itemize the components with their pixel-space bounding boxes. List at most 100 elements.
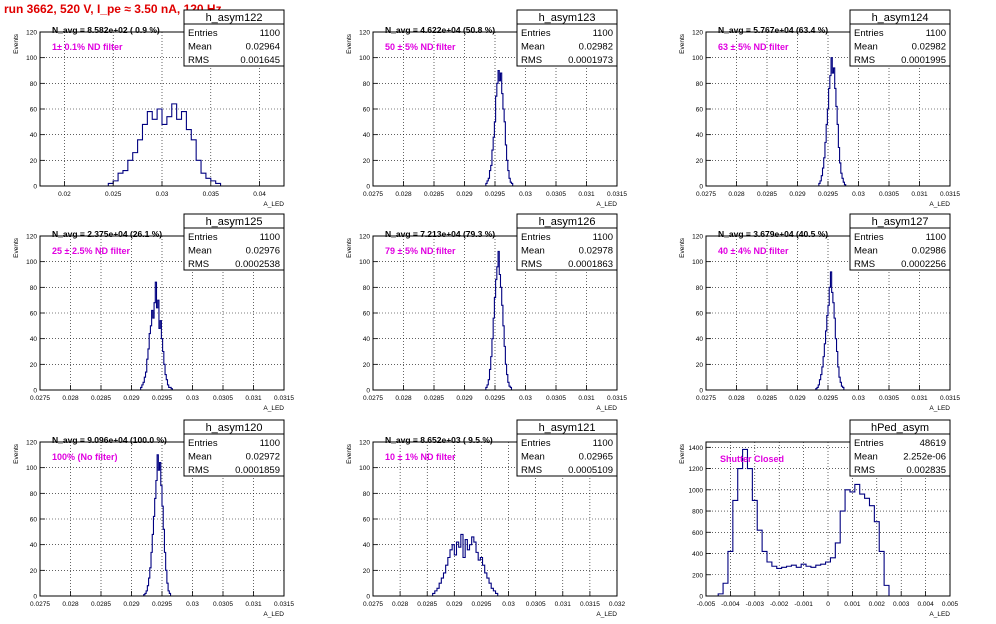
- stats-entries-value: 1100: [926, 232, 946, 243]
- y-tick-label: 80: [696, 285, 704, 292]
- x-tick-label: 0.02: [58, 191, 71, 198]
- stats-rms-value: 0.0001859: [235, 465, 280, 476]
- stats-label: Mean: [521, 246, 545, 257]
- stats-box: [849, 9, 951, 67]
- x-tick-label: 0.035: [203, 191, 220, 198]
- x-tick-label: 0.0275: [30, 601, 50, 608]
- x-tick-label: 0.0315: [274, 395, 294, 402]
- stats-rms-value: 0.0001863: [568, 259, 613, 270]
- navg-label: N_avg = 7.213e+04 (79.3 %): [385, 229, 495, 239]
- y-tick-label: 100: [26, 465, 37, 472]
- y-tick-label: 400: [692, 551, 703, 558]
- y-tick-label: 1000: [689, 487, 704, 494]
- histogram-name: h_asym124: [872, 12, 929, 24]
- x-tick-label: 0.029: [123, 395, 140, 402]
- stats-label: Mean: [188, 246, 212, 257]
- x-tick-label: 0.0295: [471, 601, 491, 608]
- histogram-line: [485, 250, 513, 390]
- x-tick-label: 0.0285: [757, 191, 777, 198]
- x-tick-label: -0.003: [746, 601, 765, 608]
- x-tick-label: 0.031: [578, 191, 595, 198]
- x-axis-label: A_LED: [929, 405, 950, 412]
- y-tick-label: 20: [363, 362, 371, 369]
- x-tick-label: 0.0275: [30, 395, 50, 402]
- y-tick-label: 1400: [689, 445, 704, 452]
- x-tick-label: 0.0285: [757, 395, 777, 402]
- histogram-line: [818, 57, 847, 186]
- y-tick-label: 80: [30, 81, 38, 88]
- y-tick-label: 60: [363, 107, 371, 114]
- x-tick-label: -0.005: [697, 601, 716, 608]
- histogram-line: [107, 103, 222, 186]
- histogram-panel-h_asym121: 0.0275 0.028 0.0285 0.029 0.0295 0.03 0.0305 0.…: [346, 419, 626, 618]
- x-tick-label: 0.032: [609, 601, 626, 608]
- x-tick-label: 0.0285: [91, 395, 111, 402]
- stats-box: [183, 419, 285, 477]
- x-tick-label: 0.029: [789, 191, 806, 198]
- x-axis-label: A_LED: [596, 611, 617, 618]
- y-tick-label: 20: [30, 568, 38, 575]
- y-axis-label: Events: [13, 443, 20, 464]
- x-tick-label: 0.031: [911, 191, 928, 198]
- x-tick-label: -0.001: [794, 601, 813, 608]
- y-tick-label: 20: [30, 158, 38, 165]
- x-axis-label: A_LED: [929, 611, 950, 618]
- x-tick-label: 0.0305: [546, 191, 566, 198]
- stats-label: Mean: [521, 42, 545, 53]
- x-tick-label: 0.0315: [580, 601, 600, 608]
- stats-label: RMS: [854, 465, 875, 476]
- stats-box: [516, 9, 618, 67]
- y-tick-label: 80: [30, 285, 38, 292]
- stats-label: RMS: [854, 259, 875, 270]
- stats-rms-value: 0.001645: [240, 55, 280, 66]
- stats-mean-value: 0.02965: [579, 452, 613, 463]
- y-tick-label: 200: [692, 572, 703, 579]
- stats-label: Mean: [521, 452, 545, 463]
- stats-entries-value: 1100: [260, 438, 280, 449]
- y-axis-label: Events: [13, 237, 20, 258]
- stats-box: [516, 419, 618, 477]
- x-tick-label: 0.028: [728, 395, 745, 402]
- histogram-name: h_asym123: [539, 12, 596, 24]
- histogram-line: [485, 69, 514, 186]
- y-tick-label: 120: [359, 234, 370, 241]
- stats-label: RMS: [854, 55, 875, 66]
- x-tick-label: 0: [826, 601, 830, 608]
- y-tick-label: 1200: [689, 466, 704, 473]
- stats-box: [516, 213, 618, 271]
- x-tick-label: 0.0295: [152, 601, 172, 608]
- stats-label: Entries: [188, 232, 218, 243]
- x-tick-label: 0.03: [186, 601, 199, 608]
- x-tick-label: 0.029: [456, 191, 473, 198]
- stats-mean-value: 2.252e-06: [903, 452, 946, 463]
- stats-label: RMS: [521, 465, 542, 476]
- histogram-name: h_asym122: [206, 12, 263, 24]
- histogram-line: [717, 448, 890, 596]
- y-tick-label: 60: [696, 311, 704, 318]
- stats-entries-value: 48619: [920, 438, 946, 449]
- stats-entries-value: 1100: [593, 28, 613, 39]
- y-tick-label: 800: [692, 509, 703, 516]
- y-tick-label: 60: [30, 517, 38, 524]
- y-tick-label: 0: [699, 388, 703, 395]
- x-tick-label: 0.03: [156, 191, 169, 198]
- histogram-name: h_asym127: [872, 216, 929, 228]
- x-tick-label: 0.029: [456, 395, 473, 402]
- y-tick-label: 40: [696, 336, 704, 343]
- y-axis-label: Events: [13, 33, 20, 54]
- x-tick-label: 0.005: [942, 601, 959, 608]
- stats-label: Entries: [854, 232, 884, 243]
- stats-label: RMS: [188, 465, 209, 476]
- x-axis-label: A_LED: [596, 201, 617, 208]
- page-title: run 3662, 520 V, I_pe ≈ 3.50 nA, 120 Hz: [4, 2, 222, 16]
- x-tick-label: -0.002: [770, 601, 789, 608]
- histogram-line: [140, 281, 173, 390]
- x-tick-label: 0.03: [852, 191, 865, 198]
- y-tick-label: 40: [363, 132, 371, 139]
- stats-box: [183, 9, 285, 67]
- x-tick-label: 0.03: [186, 395, 199, 402]
- y-tick-label: 120: [359, 30, 370, 37]
- stats-label: RMS: [188, 259, 209, 270]
- filter-label: 50 ± 5% ND filter: [385, 42, 456, 52]
- navg-label: N_avg = 9.096e+04 (100.0 %): [52, 435, 167, 445]
